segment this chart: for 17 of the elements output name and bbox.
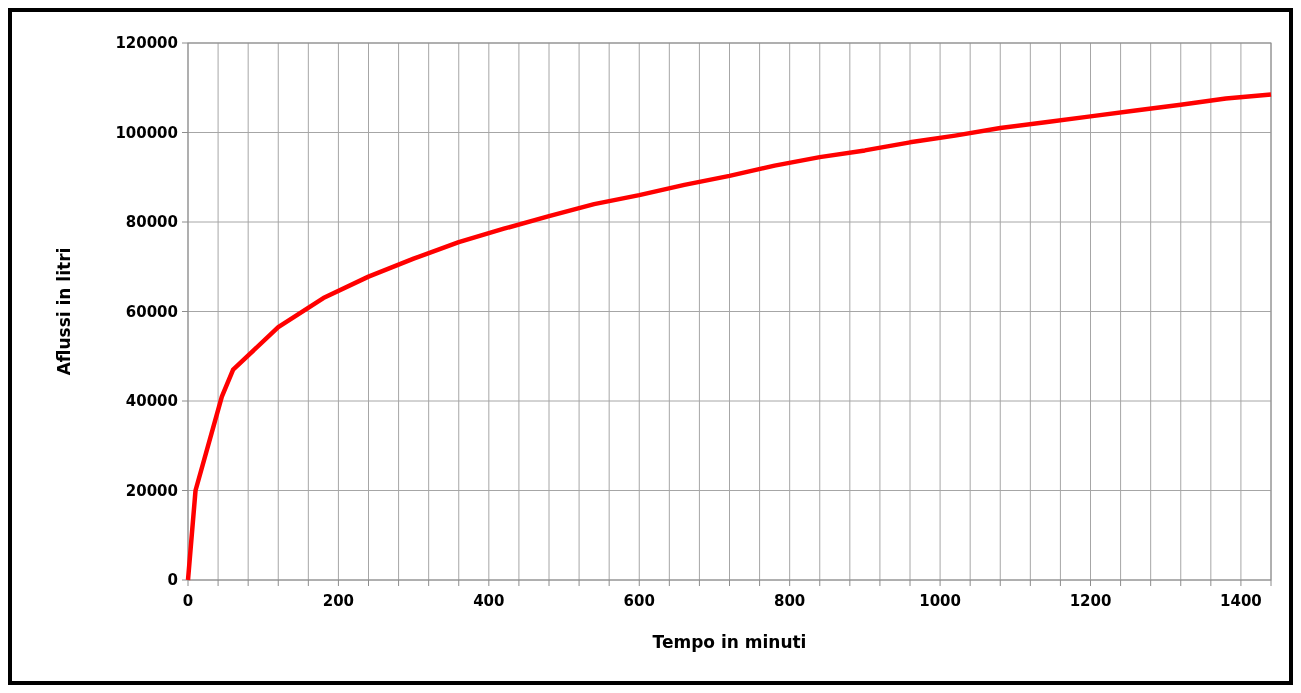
x-tick-label: 1200 xyxy=(1069,592,1112,610)
x-tick-label: 1000 xyxy=(919,592,961,610)
x-tick-label: 400 xyxy=(473,592,505,610)
x-tick-label: 1400 xyxy=(1220,592,1262,610)
x-tick-label: 800 xyxy=(774,592,806,610)
y-tick-label: 100000 xyxy=(115,123,178,142)
y-tick-label: 80000 xyxy=(125,213,178,232)
x-tick-label: 200 xyxy=(322,592,355,610)
y-axis-title: Aflussi in litri xyxy=(54,247,74,376)
x-axis-title: Tempo in minuti xyxy=(652,632,807,652)
x-tick-label: 600 xyxy=(623,592,655,610)
x-tick-label: 0 xyxy=(182,592,194,610)
y-tick-label: 120000 xyxy=(115,34,178,53)
y-tick-label: 20000 xyxy=(125,481,178,500)
y-tick-label: 60000 xyxy=(125,302,178,321)
y-tick-label: 40000 xyxy=(125,392,178,411)
y-tick-label: 0 xyxy=(167,571,178,590)
